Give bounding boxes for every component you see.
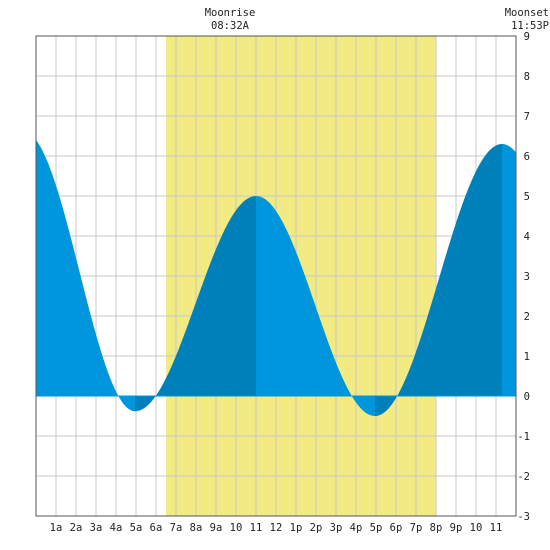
- moon-event-name: Moonset: [505, 7, 549, 19]
- x-tick-label: 1p: [290, 522, 303, 534]
- tide-falling-area: [502, 144, 516, 396]
- tide-area-layer: [36, 139, 516, 416]
- x-tick-label: 4p: [350, 522, 363, 534]
- x-tick-label: 2a: [70, 522, 83, 534]
- x-tick-label: 8p: [430, 522, 443, 534]
- y-tick-label: -3: [517, 511, 530, 523]
- moon-event-time: 08:32A: [211, 20, 250, 32]
- x-tick-label: 3p: [330, 522, 343, 534]
- x-tick-label: 4a: [110, 522, 123, 534]
- y-tick-label: -1: [517, 431, 530, 443]
- x-tick-label: 6p: [390, 522, 403, 534]
- x-tick-label: 2p: [310, 522, 323, 534]
- x-tick-label: 6a: [150, 522, 163, 534]
- tide-rising-area: [135, 196, 256, 412]
- x-tick-label: 11: [490, 522, 503, 534]
- y-tick-label: 9: [524, 31, 530, 43]
- y-tick-label: 8: [524, 71, 530, 83]
- x-tick-label: 7p: [410, 522, 423, 534]
- x-tick-label: 1a: [50, 522, 63, 534]
- y-tick-label: 0: [524, 391, 530, 403]
- x-tick-label: 10: [230, 522, 243, 534]
- tide-falling-area: [36, 139, 135, 412]
- moon-event-name: Moonrise: [205, 7, 256, 19]
- x-tick-label: 3a: [90, 522, 103, 534]
- x-axis-labels: 1a 2a 3a 4a 5a 6a 7a 8a 9a 10 11 12 1p 2p 3p 4p 5p 6p 7p 8p…: [50, 522, 503, 534]
- x-tick-label: 7a: [170, 522, 183, 534]
- x-tick-label: 10: [470, 522, 483, 534]
- x-tick-label: 12: [270, 522, 283, 534]
- x-tick-label: 8a: [190, 522, 203, 534]
- x-tick-label: 5p: [370, 522, 383, 534]
- x-tick-label: 5a: [130, 522, 143, 534]
- tide-falling-area: [256, 196, 375, 416]
- tide-rising-area: [375, 144, 502, 416]
- y-tick-label: 3: [524, 271, 530, 283]
- x-tick-label: 11: [250, 522, 263, 534]
- y-axis-labels: -3 -2 -1 0 1 2 3 4 5 6 7 8 9: [517, 31, 530, 523]
- y-tick-label: 7: [524, 111, 530, 123]
- y-tick-label: 4: [524, 231, 530, 243]
- moon-event-time: 11:53P: [511, 20, 549, 32]
- y-tick-label: 1: [524, 351, 530, 363]
- plot-frame: [35, 35, 517, 517]
- x-tick-label: 9a: [210, 522, 223, 534]
- y-tick-label: 5: [524, 191, 530, 203]
- y-tick-label: -2: [517, 471, 530, 483]
- y-tick-label: 2: [524, 311, 530, 323]
- x-tick-label: 9p: [450, 522, 463, 534]
- y-tick-label: 6: [524, 151, 530, 163]
